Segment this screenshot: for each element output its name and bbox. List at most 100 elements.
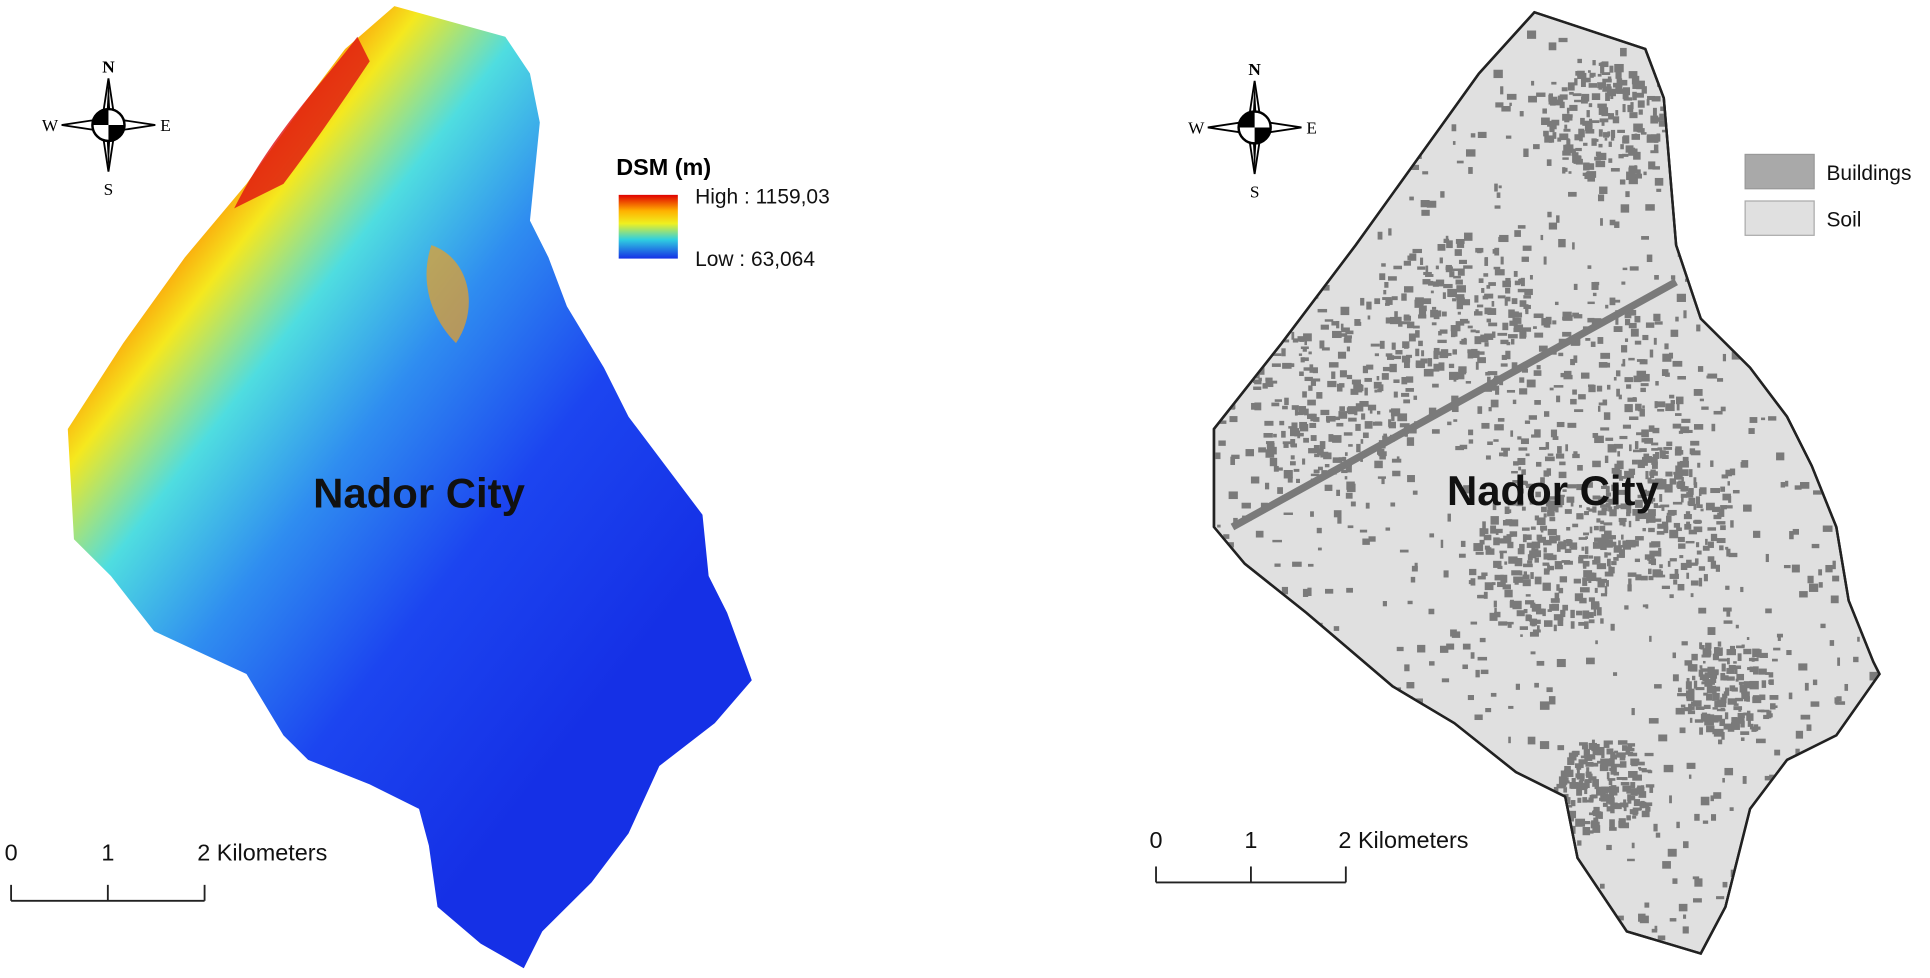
building <box>1233 517 1238 523</box>
building <box>1332 457 1343 463</box>
building <box>1675 316 1679 322</box>
building <box>1857 636 1860 642</box>
building <box>1497 565 1503 570</box>
building <box>1376 376 1380 381</box>
building <box>1270 265 1279 272</box>
building <box>1595 640 1598 645</box>
building <box>1217 524 1221 528</box>
building <box>1676 481 1686 488</box>
building <box>1658 120 1667 127</box>
building <box>1655 480 1659 485</box>
building <box>1465 149 1476 157</box>
legend-title: DSM (m) <box>616 154 711 180</box>
building <box>1637 100 1645 108</box>
building <box>1572 242 1575 250</box>
building <box>1354 321 1362 326</box>
building <box>1562 113 1570 121</box>
compass-label: S <box>104 180 114 199</box>
building <box>1455 321 1465 326</box>
building <box>1550 598 1560 603</box>
building <box>1348 417 1357 422</box>
building <box>1678 543 1686 549</box>
building <box>1702 648 1712 657</box>
building <box>1475 914 1484 923</box>
building <box>1339 406 1345 412</box>
building <box>1498 236 1504 242</box>
building <box>1790 829 1796 834</box>
building <box>1633 375 1642 383</box>
building <box>1739 684 1743 693</box>
building <box>1242 748 1253 752</box>
building <box>1675 465 1683 473</box>
building <box>1713 792 1722 799</box>
building <box>1578 537 1587 540</box>
building <box>1553 385 1564 388</box>
building <box>1851 593 1861 599</box>
building <box>1617 79 1628 86</box>
building <box>1614 750 1619 754</box>
building <box>1677 461 1682 467</box>
building <box>1239 280 1248 289</box>
building <box>1727 676 1735 681</box>
building <box>1557 137 1562 142</box>
building <box>1385 71 1389 78</box>
building <box>1618 489 1628 495</box>
building <box>1832 560 1836 570</box>
building <box>1317 308 1328 313</box>
building <box>1780 482 1786 488</box>
building <box>1727 657 1730 665</box>
building <box>1854 740 1862 746</box>
building <box>1550 429 1558 438</box>
building <box>1613 505 1619 510</box>
building <box>1710 533 1718 542</box>
building <box>1579 773 1585 782</box>
building <box>1310 667 1317 674</box>
building <box>1296 478 1300 483</box>
building <box>1768 416 1777 421</box>
building <box>1245 449 1255 457</box>
building <box>1544 456 1555 462</box>
building <box>1311 787 1321 795</box>
building <box>1711 423 1716 432</box>
building <box>1677 376 1686 380</box>
building <box>1602 495 1610 503</box>
building <box>1813 246 1817 253</box>
building <box>1691 653 1698 661</box>
building <box>1600 427 1610 431</box>
building <box>1269 457 1278 467</box>
building <box>1578 394 1586 400</box>
building <box>1456 372 1460 377</box>
building <box>1710 264 1720 272</box>
building <box>1369 406 1373 414</box>
building <box>1597 156 1605 159</box>
building <box>1549 517 1556 522</box>
building <box>1388 112 1394 116</box>
building <box>1736 645 1745 649</box>
building <box>1454 373 1465 380</box>
building <box>1504 506 1510 515</box>
building <box>1506 93 1517 100</box>
building <box>1625 191 1630 198</box>
building <box>1548 138 1553 143</box>
building <box>1595 151 1602 157</box>
building <box>1500 574 1508 583</box>
building <box>1780 799 1787 804</box>
building <box>1653 144 1659 153</box>
building <box>1557 496 1565 506</box>
building <box>1390 502 1396 507</box>
building <box>1346 587 1353 593</box>
building <box>1636 761 1645 766</box>
building <box>1692 675 1696 681</box>
building <box>1362 365 1369 374</box>
building <box>1456 285 1466 293</box>
building <box>1628 771 1638 778</box>
building <box>1405 388 1414 392</box>
building <box>1638 109 1643 115</box>
building <box>1494 183 1498 192</box>
building <box>1281 348 1286 357</box>
building <box>1323 452 1332 460</box>
building <box>1575 818 1586 827</box>
building <box>1610 768 1615 775</box>
building <box>1581 744 1588 750</box>
building <box>1420 257 1424 265</box>
